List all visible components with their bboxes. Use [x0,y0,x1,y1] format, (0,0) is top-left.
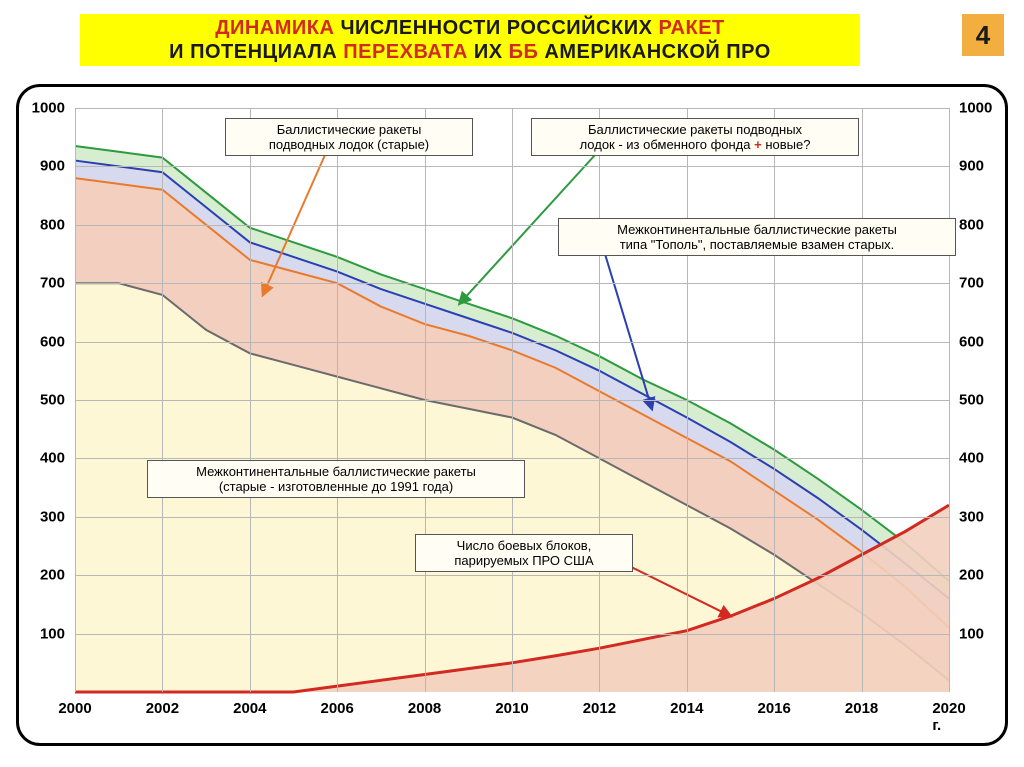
ytick-right: 500 [959,392,984,409]
xtick: 2018 [845,700,878,717]
xtick: 2012 [583,700,616,717]
gridline-v [774,108,775,692]
gridline-v [599,108,600,692]
ytick-right: 600 [959,333,984,350]
annotation-anno_mbr_old: Межконтинентальные баллистические ракеты… [147,460,525,498]
chart-plot-area: 1001002002003003004004005005006006007007… [75,108,949,692]
xtick: 2000 [58,700,91,717]
ytick-left: 300 [40,508,65,525]
ytick-right: 800 [959,216,984,233]
ytick-left: 1000 [32,100,65,117]
gridline-v [162,108,163,692]
xtick: 2004 [233,700,266,717]
ytick-right: 100 [959,625,984,642]
annotation-anno_topol: Межконтинентальные баллистические ракеты… [558,218,956,256]
xtick: 2020 г. [932,700,965,734]
gridline-v [949,108,950,692]
xtick: 2016 [758,700,791,717]
ytick-right: 400 [959,450,984,467]
ytick-left: 200 [40,567,65,584]
ytick-right: 900 [959,158,984,175]
ytick-left: 700 [40,275,65,292]
gridline-v [75,108,76,692]
gridline-v [687,108,688,692]
slide-number-badge: 4 [962,14,1004,56]
ytick-left: 800 [40,216,65,233]
ytick-left: 500 [40,392,65,409]
xtick: 2006 [321,700,354,717]
ytick-right: 200 [959,567,984,584]
gridline-v [337,108,338,692]
gridline-v [425,108,426,692]
slide-title: ДИНАМИКА ЧИСЛЕННОСТИ РОССИЙСКИХ РАКЕТИ П… [80,14,860,66]
gridline-v [250,108,251,692]
ytick-right: 300 [959,508,984,525]
xtick: 2010 [495,700,528,717]
annotation-anno_pro: Число боевых блоков,парируемых ПРО США [415,534,633,572]
ytick-right: 700 [959,275,984,292]
xtick: 2014 [670,700,703,717]
xtick: 2002 [146,700,179,717]
ytick-left: 600 [40,333,65,350]
gridline-v [512,108,513,692]
ytick-right: 1000 [959,100,992,117]
xtick: 2008 [408,700,441,717]
ytick-left: 100 [40,625,65,642]
ytick-left: 400 [40,450,65,467]
annotation-anno_blpl_old: Баллистические ракетыподводных лодок (ст… [225,118,473,156]
ytick-left: 900 [40,158,65,175]
annotation-anno_blpl_new: Баллистические ракеты подводныхлодок - и… [531,118,859,156]
gridline-v [862,108,863,692]
